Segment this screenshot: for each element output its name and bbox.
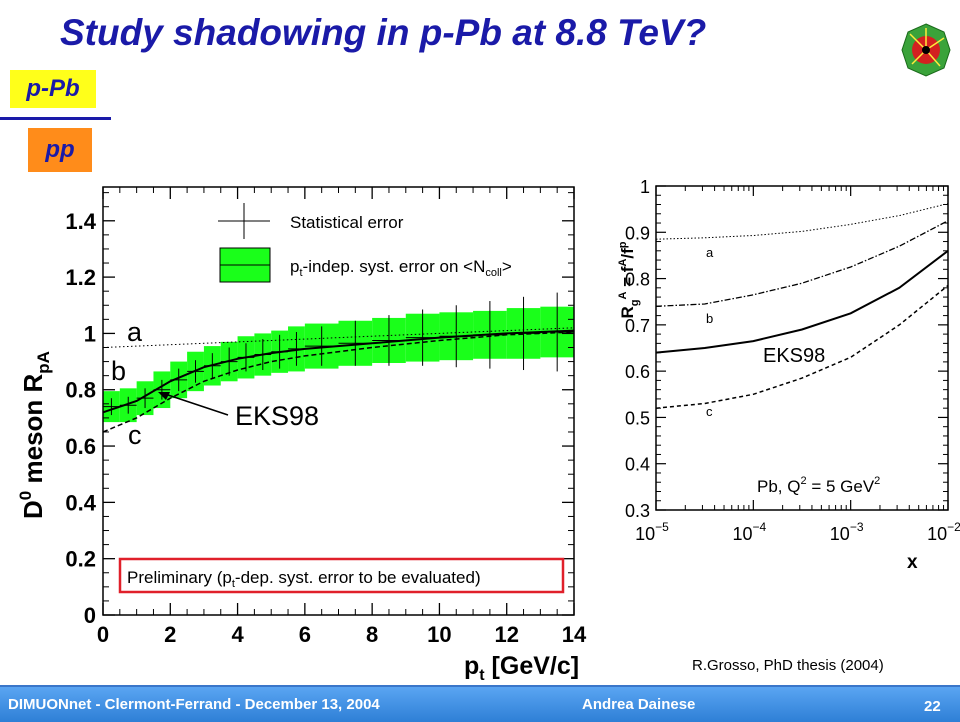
legend-stat-label: Statistical error <box>290 213 404 232</box>
y-axis-label: D0 meson RpA <box>16 351 53 519</box>
x-tick-label: 0 <box>97 622 109 647</box>
y-tick-label-right: 1 <box>640 177 650 197</box>
y-tick-label-right: 0.6 <box>625 362 650 382</box>
x-tick-labels: 0 2 4 6 8 10 12 14 <box>97 622 587 647</box>
eks-arrow <box>161 392 229 416</box>
pb-q2-annotation: Pb, Q2 = 5 GeV2 <box>757 475 880 496</box>
y-tick-label-right: 0.3 <box>625 501 650 521</box>
curve-label-a: a <box>127 317 143 347</box>
x-axis-label: pt [GeV/c] <box>464 652 579 684</box>
curve-label-c-right: c <box>706 404 713 419</box>
gluon-ratio-curves <box>655 203 949 409</box>
x-tick-label-right: 10−2 <box>927 520 960 544</box>
axis-ticks-right <box>655 185 949 511</box>
x-tick-labels-right: 10−5 10−4 10−3 10−2 <box>635 520 960 544</box>
note-box <box>118 557 565 594</box>
y-tick-label: 0.6 <box>65 434 96 459</box>
y-axis-label-right: RgA = fA/fp <box>617 241 641 318</box>
slide-title: Study shadowing in p-Pb at 8.8 TeV? <box>60 12 707 53</box>
plot-frame <box>102 186 575 616</box>
eks98-chart: 0.30.40.50.60.70.80.91 10−5 10−4 10−3 10−2 … <box>617 177 960 573</box>
footer-event: DIMUONnet - Clermont-Ferrand - December … <box>8 696 380 713</box>
syst-error-band <box>103 306 574 423</box>
x-tick-label: 10 <box>427 622 451 647</box>
x-tick-label: 4 <box>231 622 244 647</box>
note-text: Preliminary (pt-dep. syst. error to be e… <box>127 568 481 590</box>
curve-b-right <box>655 220 949 307</box>
x-tick-label: 12 <box>494 622 518 647</box>
x-label-main: p <box>464 652 479 680</box>
x-label-sub: t <box>479 667 485 684</box>
tag-pp: pp <box>28 128 92 172</box>
x-axis-label-right: x <box>907 552 918 573</box>
plot-frame-right <box>655 185 949 511</box>
footer-bar: DIMUONnet - Clermont-Ferrand - December … <box>0 685 960 722</box>
y-tick-label-right: 0.9 <box>625 223 650 243</box>
eks-label: EKS98 <box>235 401 319 431</box>
alice-logo-icon <box>901 23 951 77</box>
y-tick-label-right: 0.7 <box>625 316 650 336</box>
x-tick-label-right: 10−5 <box>635 520 669 544</box>
y-tick-labels: 0 0.2 0.4 0.6 0.8 1 1.2 1.4 <box>65 209 96 628</box>
legend-syst-label: pt-indep. syst. error on <Ncoll> <box>290 257 512 279</box>
y-tick-label: 1.4 <box>65 209 96 234</box>
curve-label-a-right: a <box>706 245 714 260</box>
tag-divider <box>0 117 111 120</box>
tag-p-pb: p-Pb <box>10 70 96 108</box>
eks-label-right: EKS98 <box>763 345 825 367</box>
curve-eks98-right <box>655 250 949 354</box>
data-points <box>103 292 574 416</box>
curve-label-b-right: b <box>706 311 713 326</box>
y-tick-label-right: 0.4 <box>625 455 650 475</box>
y-label-main: D <box>18 500 48 519</box>
x-tick-label-right: 10−3 <box>830 520 864 544</box>
x-tick-label: 8 <box>366 622 378 647</box>
y-tick-label: 0.2 <box>65 547 96 572</box>
rpa-chart: 00.20.40.60.811.21.4 0 2 4 6 8 10 12 14 D0 meso… <box>16 186 587 684</box>
curve-label-c: c <box>128 420 142 450</box>
x-tick-label: 2 <box>164 622 176 647</box>
y-tick-labels-right: 0.3 0.4 0.5 0.6 0.7 0.8 0.9 1 <box>625 177 650 521</box>
y-label-sup: 0 <box>16 491 35 500</box>
footer-page-number: 22 <box>924 698 941 715</box>
y-tick-label: 1.2 <box>65 265 96 290</box>
curve-c-right <box>655 284 949 409</box>
y-label-mid: meson R <box>18 373 48 490</box>
y-label-sub: pA <box>34 351 53 374</box>
eks-arrow-head <box>158 392 170 400</box>
x-tick-label: 6 <box>299 622 311 647</box>
curve-label-b: b <box>111 356 126 386</box>
y-tick-label-right: 0.5 <box>625 408 650 428</box>
x-tick-label-right: 10−4 <box>732 520 766 544</box>
y-tick-label-right: 0.8 <box>625 270 650 290</box>
y-tick-label: 0.4 <box>65 490 96 515</box>
citation: R.Grosso, PhD thesis (2004) <box>692 657 884 674</box>
x-label-rest: [GeV/c] <box>485 652 579 680</box>
y-tick-label: 0 <box>84 603 96 628</box>
curve-a <box>102 327 575 348</box>
axis-ticks <box>102 187 575 616</box>
curve-a-right <box>655 203 949 240</box>
x-tick-label: 14 <box>562 622 587 647</box>
footer-author: Andrea Dainese <box>582 696 696 713</box>
y-tick-label: 0.8 <box>65 378 96 403</box>
y-tick-label: 1 <box>84 321 96 346</box>
